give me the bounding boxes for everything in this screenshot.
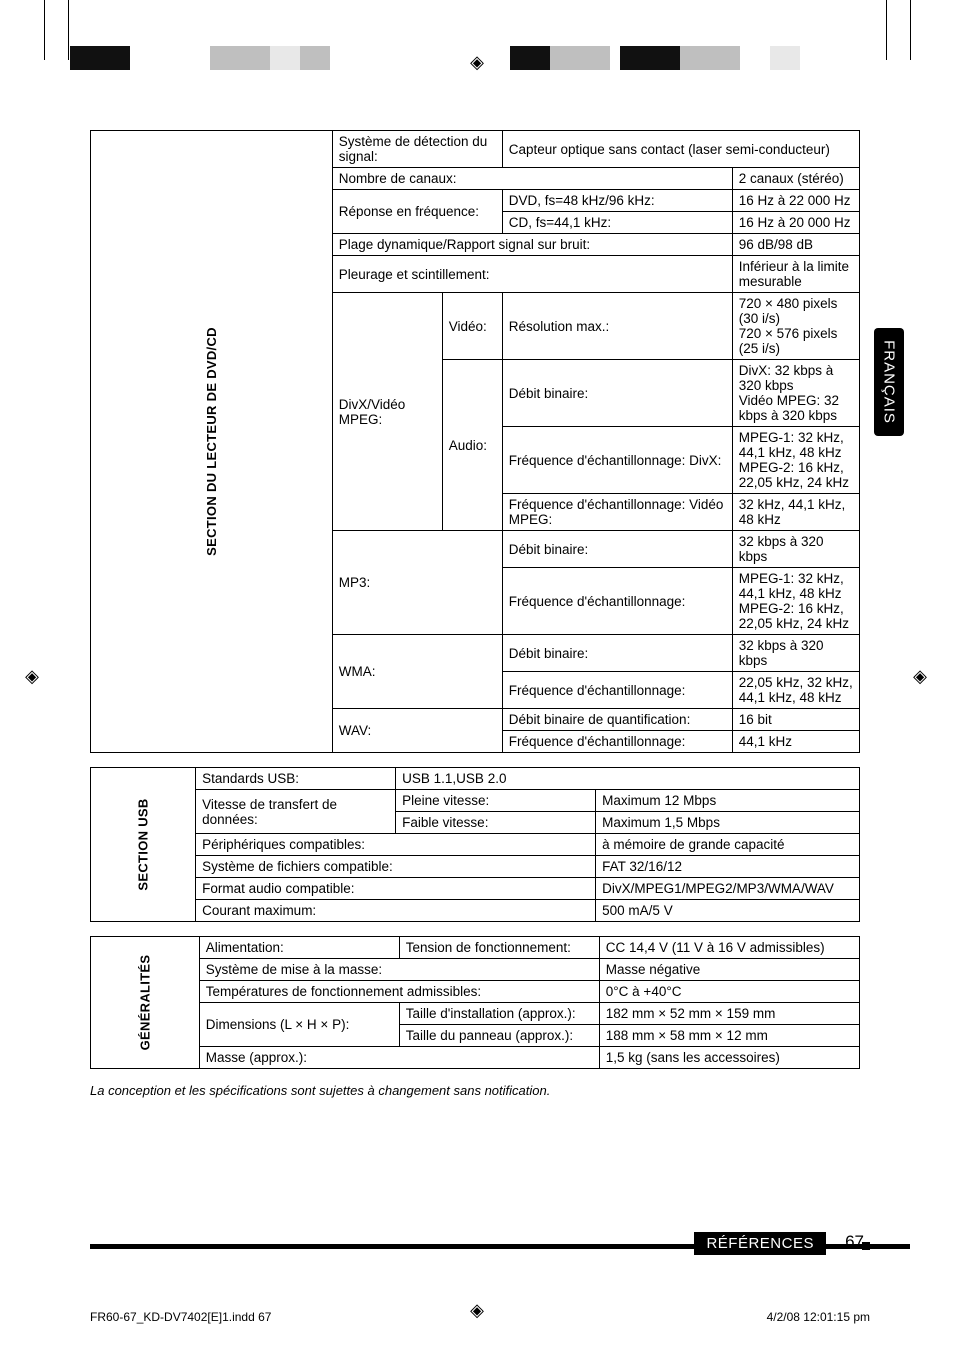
cell: Fréquence d'échantillonnage: DivX:	[502, 427, 732, 494]
footnote: La conception et les spécifications sont…	[90, 1083, 860, 1098]
cell: Capteur optique sans contact (laser semi…	[502, 131, 859, 168]
section-label: SECTION USB	[91, 768, 196, 922]
cell: 16 Hz à 22 000 Hz	[732, 190, 859, 212]
cell: Format audio compatible:	[196, 878, 596, 900]
cell: Système de détection du signal:	[332, 131, 502, 168]
registration-mark-icon: ◈	[910, 666, 930, 686]
cell: 96 dB/98 dB	[732, 234, 859, 256]
cell: MP3:	[332, 531, 502, 635]
cell: Taille d'installation (approx.):	[399, 1003, 599, 1025]
cell: Inférieur à la limite mesurable	[732, 256, 859, 293]
footer-section-label: RÉFÉRENCES	[694, 1232, 826, 1255]
cell: CD, fs=44,1 kHz:	[502, 212, 732, 234]
cell: Vidéo:	[442, 293, 502, 360]
cell: Vitesse de transfert de données:	[196, 790, 396, 834]
cell: 500 mA/5 V	[596, 900, 860, 922]
cell: 2 canaux (stéréo)	[732, 168, 859, 190]
cell: Masse négative	[599, 959, 859, 981]
cell: 182 mm × 52 mm × 159 mm	[599, 1003, 859, 1025]
cell: WAV:	[332, 709, 502, 753]
cell: WMA:	[332, 635, 502, 709]
cell: DVD, fs=48 kHz/96 kHz:	[502, 190, 732, 212]
cell: Maximum 12 Mbps	[596, 790, 860, 812]
cell: Faible vitesse:	[396, 812, 596, 834]
language-tab-label: FRANÇAIS	[881, 340, 898, 424]
cell: Débit binaire:	[502, 635, 732, 672]
cell: Fréquence d'échantillonnage:	[502, 568, 732, 635]
cell: Courant maximum:	[196, 900, 596, 922]
cell: 32 kbps à 320 kbps	[732, 635, 859, 672]
print-file-info: FR60-67_KD-DV7402[E]1.indd 67	[90, 1310, 271, 1324]
cell: Nombre de canaux:	[332, 168, 732, 190]
cell: à mémoire de grande capacité	[596, 834, 860, 856]
dvd-cd-section-table: SECTION DU LECTEUR DE DVD/CD Système de …	[90, 130, 860, 753]
cell: DivX/MPEG1/MPEG2/MP3/WMA/WAV	[596, 878, 860, 900]
section-label: GÉNÉRALITÉS	[91, 937, 200, 1069]
cell: USB 1.1,USB 2.0	[396, 768, 860, 790]
cell: Résolution max.:	[502, 293, 732, 360]
cell: Pleurage et scintillement:	[332, 256, 732, 293]
section-label: SECTION DU LECTEUR DE DVD/CD	[91, 131, 333, 753]
usb-section-table: SECTION USB Standards USB: USB 1.1,USB 2…	[90, 767, 860, 922]
cell: 16 Hz à 20 000 Hz	[732, 212, 859, 234]
cell: 44,1 kHz	[732, 731, 859, 753]
cell: DivX/Vidéo MPEG:	[332, 293, 442, 531]
general-section-table: GÉNÉRALITÉS Alimentation: Tension de fon…	[90, 936, 860, 1069]
cell: 16 bit	[732, 709, 859, 731]
cell: Taille du panneau (approx.):	[399, 1025, 599, 1047]
cell: 188 mm × 58 mm × 12 mm	[599, 1025, 859, 1047]
cell: 1,5 kg (sans les accessoires)	[599, 1047, 859, 1069]
cell: Standards USB:	[196, 768, 396, 790]
cell: Débit binaire de quantification:	[502, 709, 732, 731]
print-timestamp: 4/2/08 12:01:15 pm	[767, 1310, 870, 1324]
cell: Audio:	[442, 360, 502, 531]
cell: FAT 32/16/12	[596, 856, 860, 878]
cell: Système de mise à la masse:	[199, 959, 599, 981]
registration-mark-icon: ◈	[22, 666, 42, 686]
cell: MPEG-1: 32 kHz, 44,1 kHz, 48 kHz MPEG-2:…	[732, 427, 859, 494]
print-footer: FR60-67_KD-DV7402[E]1.indd 67 4/2/08 12:…	[90, 1310, 870, 1324]
cell: Maximum 1,5 Mbps	[596, 812, 860, 834]
cell: 0°C à +40°C	[599, 981, 859, 1003]
cell: CC 14,4 V (11 V à 16 V admissibles)	[599, 937, 859, 959]
cell: MPEG-1: 32 kHz, 44,1 kHz, 48 kHz MPEG-2:…	[732, 568, 859, 635]
cell: Réponse en fréquence:	[332, 190, 502, 234]
registration-mark-icon: ◈	[467, 52, 487, 72]
cell: 720 × 480 pixels (30 i/s) 720 × 576 pixe…	[732, 293, 859, 360]
cell: Débit binaire:	[502, 531, 732, 568]
cell: Alimentation:	[199, 937, 399, 959]
cell: Tension de fonctionnement:	[399, 937, 599, 959]
cell: Débit binaire:	[502, 360, 732, 427]
cell: Système de fichiers compatible:	[196, 856, 596, 878]
cell: Températures de fonctionnement admissibl…	[199, 981, 599, 1003]
cell: Pleine vitesse:	[396, 790, 596, 812]
cell: Dimensions (L × H × P):	[199, 1003, 399, 1047]
cell: 32 kHz, 44,1 kHz, 48 kHz	[732, 494, 859, 531]
cell: 22,05 kHz, 32 kHz, 44,1 kHz, 48 kHz	[732, 672, 859, 709]
cell: DivX: 32 kbps à 320 kbps Vidéo MPEG: 32 …	[732, 360, 859, 427]
page-footer: RÉFÉRENCES 67	[90, 1228, 870, 1268]
cell: Périphériques compatibles:	[196, 834, 596, 856]
cell: Fréquence d'échantillonnage:	[502, 672, 732, 709]
cell: 32 kbps à 320 kbps	[732, 531, 859, 568]
cell: Plage dynamique/Rapport signal sur bruit…	[332, 234, 732, 256]
cell: Masse (approx.):	[199, 1047, 599, 1069]
cell: Fréquence d'échantillonnage:	[502, 731, 732, 753]
language-tab: FRANÇAIS	[874, 328, 904, 436]
cell: Fréquence d'échantillonnage: Vidéo MPEG:	[502, 494, 732, 531]
